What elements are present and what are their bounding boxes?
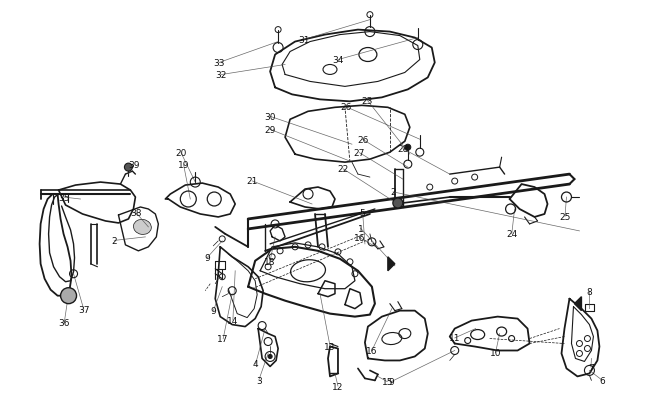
Text: 20: 20 — [176, 149, 187, 158]
Text: 26: 26 — [357, 135, 369, 145]
Text: 34: 34 — [332, 56, 344, 65]
Text: 9: 9 — [211, 306, 216, 315]
Polygon shape — [388, 257, 395, 271]
Text: 30: 30 — [264, 113, 276, 121]
Text: 9: 9 — [388, 377, 394, 386]
Text: 35: 35 — [58, 193, 70, 202]
Text: 11: 11 — [449, 334, 460, 343]
Text: 14: 14 — [227, 316, 239, 325]
Text: 23: 23 — [361, 96, 373, 105]
Text: 39: 39 — [128, 161, 139, 170]
Circle shape — [405, 145, 411, 151]
Text: 5: 5 — [359, 208, 365, 217]
Text: 16: 16 — [354, 234, 365, 243]
Text: 27: 27 — [354, 149, 365, 158]
Text: 21: 21 — [246, 177, 258, 186]
Text: 18: 18 — [264, 258, 276, 267]
Text: 10: 10 — [490, 348, 501, 357]
Text: 16: 16 — [366, 347, 378, 356]
Text: 31: 31 — [298, 36, 310, 45]
Text: 37: 37 — [78, 305, 90, 314]
Text: 15: 15 — [382, 377, 393, 386]
Text: 3: 3 — [256, 375, 262, 385]
Text: 17: 17 — [217, 335, 229, 343]
Text: 12: 12 — [332, 382, 344, 391]
Text: 4: 4 — [253, 360, 259, 369]
Text: 2: 2 — [111, 237, 117, 245]
Ellipse shape — [133, 220, 151, 235]
Text: 1: 1 — [358, 224, 363, 233]
Text: 6: 6 — [599, 375, 605, 385]
Polygon shape — [575, 297, 582, 311]
Text: 28: 28 — [397, 145, 408, 154]
Text: 2: 2 — [390, 188, 396, 197]
Text: 24: 24 — [506, 230, 517, 239]
Text: 36: 36 — [58, 318, 70, 327]
Text: 25: 25 — [559, 212, 571, 221]
Text: 33: 33 — [214, 59, 225, 68]
Circle shape — [393, 198, 403, 209]
Text: 29: 29 — [264, 126, 276, 134]
Text: 32: 32 — [216, 71, 227, 80]
Text: 8: 8 — [587, 287, 593, 296]
Circle shape — [60, 288, 77, 304]
Text: 19: 19 — [178, 161, 189, 170]
Circle shape — [268, 355, 272, 358]
Circle shape — [124, 164, 133, 172]
Text: 22: 22 — [337, 165, 349, 174]
Text: 26: 26 — [341, 103, 352, 112]
Text: 7: 7 — [588, 363, 594, 372]
Text: 9: 9 — [204, 254, 210, 263]
Text: 13: 13 — [324, 343, 336, 352]
Text: 38: 38 — [130, 208, 141, 217]
